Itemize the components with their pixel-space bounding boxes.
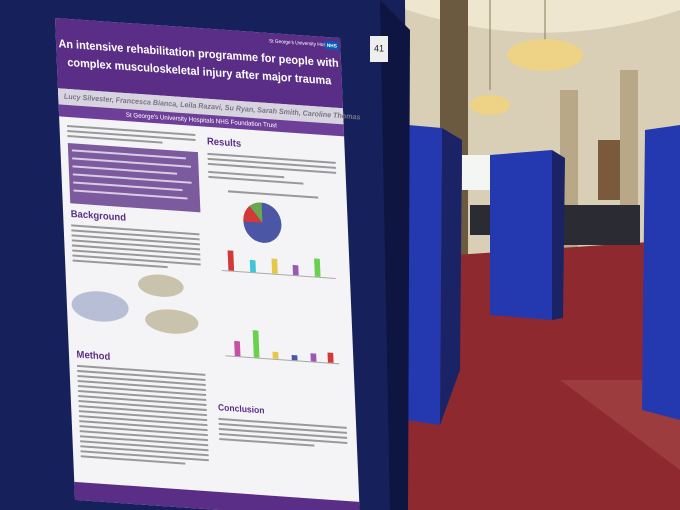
quote-bubble	[138, 274, 184, 297]
poster-board	[642, 125, 680, 420]
intro-text	[67, 124, 196, 144]
bar-illustration	[225, 330, 340, 365]
author-band	[57, 88, 344, 125]
chandelier	[470, 0, 583, 115]
front-board-edge	[380, 0, 410, 510]
door	[598, 140, 620, 200]
background-text	[71, 224, 201, 269]
section-heading: Conclusion	[218, 402, 265, 416]
poster-header	[55, 18, 343, 109]
poster: St George's University Hospitals NHS An …	[55, 18, 361, 510]
hospital-name: St George's University Hospitals	[269, 38, 337, 49]
method-text	[76, 364, 209, 465]
chairs	[470, 205, 640, 245]
poster-board-side	[552, 150, 565, 320]
nhs-text: NHS	[327, 43, 338, 50]
section-heading: Background	[71, 209, 127, 224]
quote-bubble	[71, 291, 129, 322]
poster-board-side	[440, 128, 462, 425]
poster-board	[406, 125, 442, 425]
poster-board	[490, 150, 552, 320]
conclusion-text	[218, 417, 348, 447]
objectives-text	[71, 149, 192, 200]
pie-illustration	[243, 202, 282, 243]
section-heading: Results	[207, 136, 242, 150]
number-tag-text: 41	[374, 43, 384, 53]
results-text	[207, 152, 337, 199]
section-heading: Method	[76, 349, 110, 363]
bar-illustration	[221, 250, 336, 279]
poster-footer	[74, 481, 361, 510]
trust-band	[58, 104, 345, 137]
number-tag	[370, 36, 388, 62]
quote-bubble	[145, 309, 199, 334]
nhs-logo	[324, 40, 339, 50]
screen	[462, 155, 494, 190]
